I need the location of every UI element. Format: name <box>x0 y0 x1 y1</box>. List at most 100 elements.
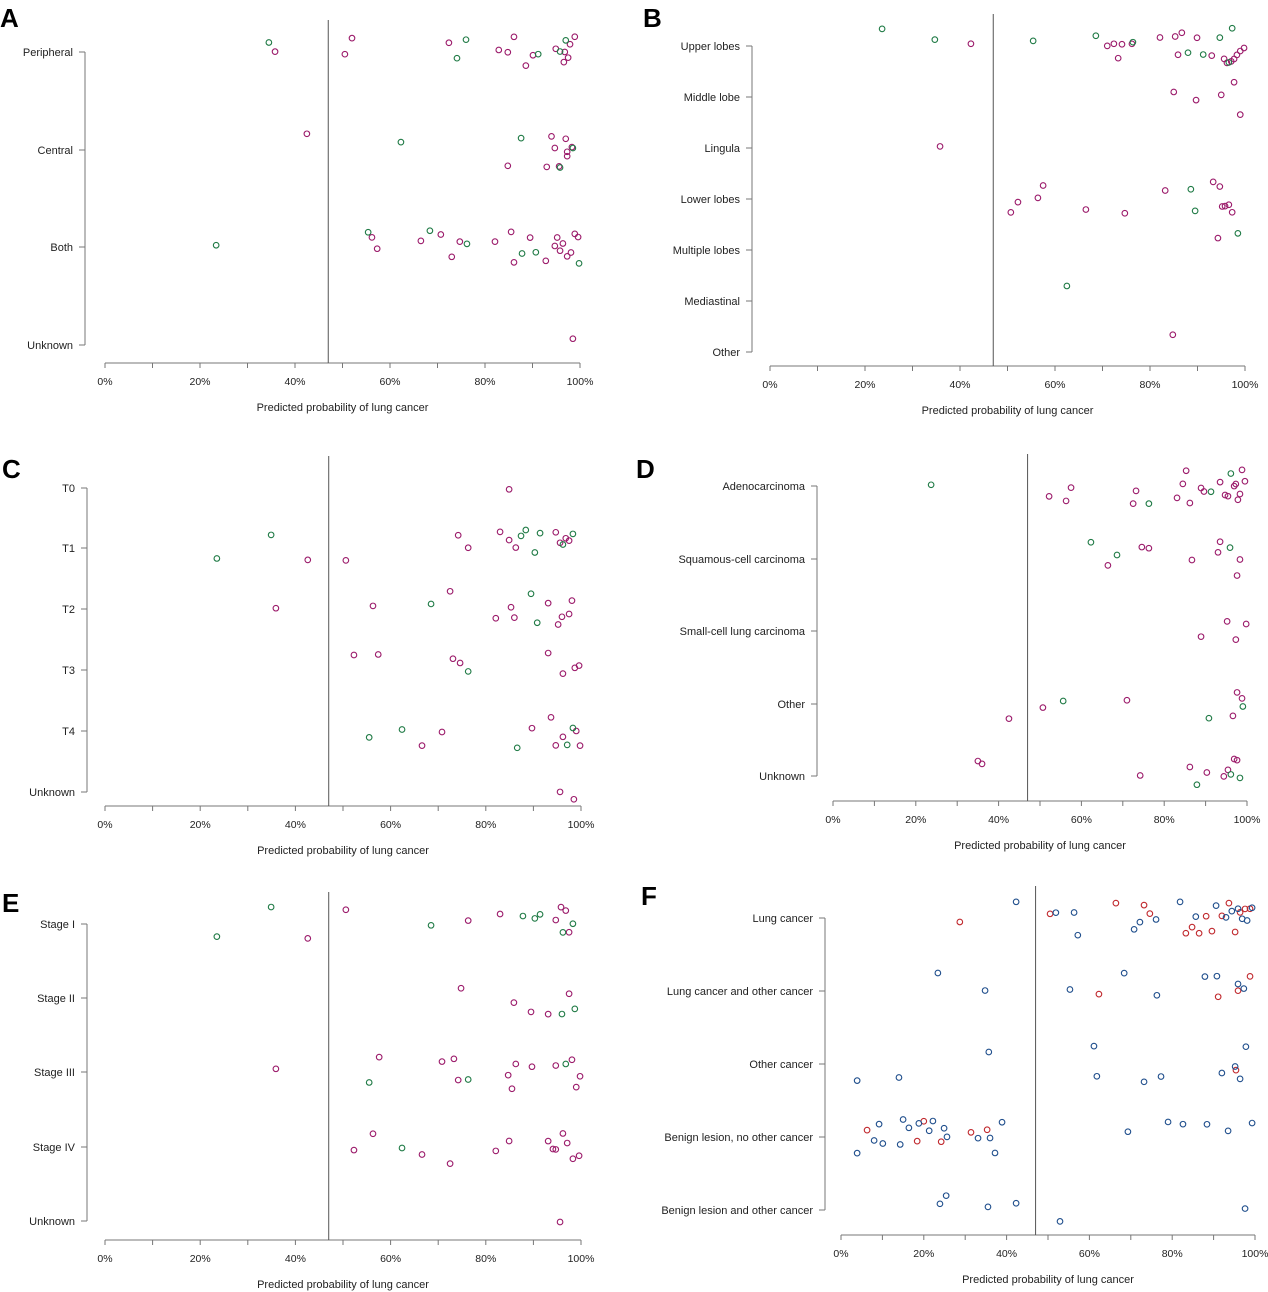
data-point-magenta <box>1216 478 1224 486</box>
data-point-blue <box>1240 985 1248 992</box>
data-point-blue <box>870 1137 878 1144</box>
data-point-magenta <box>526 234 534 241</box>
x-tick-label: 0% <box>97 376 112 388</box>
data-point-red <box>1231 928 1239 936</box>
x-tick-label: 20% <box>190 819 211 831</box>
x-tick-label: 40% <box>996 1248 1017 1260</box>
data-point-blue <box>925 1127 933 1135</box>
data-point-magenta <box>552 1062 560 1069</box>
panel-c: C 0% 20% 40% 60% 80% 100% Predicted probability… <box>2 454 594 857</box>
data-point-magenta <box>1214 548 1222 556</box>
data-point-red <box>863 1126 871 1134</box>
data-point-green <box>513 744 521 752</box>
data-point-green <box>569 724 577 732</box>
data-point-magenta <box>1169 331 1177 339</box>
category-label: Squamous-cell carcinoma <box>678 554 805 566</box>
data-point-green <box>1226 544 1234 551</box>
data-point-magenta <box>568 1056 576 1064</box>
data-point-red <box>967 1128 975 1136</box>
data-point-green <box>453 54 461 62</box>
data-point-red <box>1095 990 1103 998</box>
data-point-magenta <box>1236 490 1244 498</box>
data-point-green <box>364 228 372 236</box>
data-point-magenta <box>1014 198 1022 206</box>
panel-letter: B <box>643 3 662 33</box>
category-label: Lung cancer and other cancer <box>667 986 813 998</box>
x-tick-label: 0% <box>97 1253 112 1265</box>
category-label: Stage I <box>40 919 75 931</box>
data-point-green <box>556 164 564 171</box>
x-tick-label: 60% <box>1044 379 1065 391</box>
data-point-green <box>1239 703 1247 710</box>
data-point-green <box>265 39 273 46</box>
data-point-magenta <box>505 485 513 493</box>
data-point-magenta <box>1118 40 1126 48</box>
data-point-green <box>426 227 434 235</box>
category-label: T1 <box>62 543 75 555</box>
data-point-magenta <box>553 234 561 241</box>
data-point-magenta <box>510 33 518 41</box>
data-point-blue <box>1066 986 1074 993</box>
data-point-blue <box>1213 972 1221 980</box>
data-point-green <box>213 555 221 562</box>
data-point-green <box>462 36 470 44</box>
data-point-blue <box>1248 904 1256 912</box>
data-point-magenta <box>560 58 568 66</box>
data-point-magenta <box>350 651 358 659</box>
data-point-blue <box>1248 1119 1256 1127</box>
data-point-magenta <box>1223 618 1231 625</box>
data-point-red <box>983 1126 991 1134</box>
data-point-blue <box>1052 909 1060 917</box>
data-point-magenta <box>511 614 518 621</box>
data-point-blue <box>1164 1118 1172 1126</box>
data-point-green <box>931 36 939 44</box>
data-point-red <box>1232 1066 1240 1074</box>
x-tick-label: 20% <box>913 1248 934 1260</box>
data-point-magenta <box>495 46 503 54</box>
data-point-blue <box>1136 918 1144 926</box>
data-point-green <box>563 741 571 749</box>
data-point-magenta <box>1229 712 1237 720</box>
data-point-magenta <box>342 906 350 914</box>
data-point-green <box>398 1144 406 1152</box>
x-tick-label: 80% <box>475 819 496 831</box>
data-point-blue <box>1176 898 1184 906</box>
data-point-blue <box>1203 1120 1211 1128</box>
data-point-green <box>1228 24 1236 32</box>
data-point-green <box>569 920 577 928</box>
x-tick-label: 20% <box>190 1253 211 1265</box>
x-tick-label: 100% <box>1232 379 1259 391</box>
data-point-magenta <box>375 1053 383 1061</box>
data-point-magenta <box>1121 209 1129 217</box>
data-point-magenta <box>1238 466 1246 474</box>
panel-f: F 0% 20% 40% 60% 80% 100% Predicted probability… <box>641 881 1268 1286</box>
data-point-blue <box>853 1149 861 1157</box>
category-label: Lingula <box>705 143 741 155</box>
category-label: Benign lesion and other cancer <box>661 1205 813 1217</box>
x-tick-label: 40% <box>949 379 970 391</box>
data-point-magenta <box>559 670 567 677</box>
data-point-magenta <box>1136 772 1144 779</box>
data-point-green <box>1227 771 1235 778</box>
data-point-magenta <box>565 610 573 618</box>
data-point-magenta <box>1179 480 1187 488</box>
data-point-magenta <box>1242 620 1250 628</box>
data-point-green <box>464 1076 472 1083</box>
data-point-magenta <box>1240 44 1248 52</box>
panel-letter: E <box>2 888 19 918</box>
data-point-red <box>1234 987 1242 995</box>
data-point-green <box>517 532 525 540</box>
category-label: Unknown <box>29 787 75 799</box>
data-point-blue <box>1157 1073 1165 1080</box>
data-point-blue <box>1212 902 1220 909</box>
data-point-red <box>1140 901 1148 909</box>
data-point-blue <box>981 987 989 994</box>
data-point-magenta <box>529 51 537 59</box>
data-point-magenta <box>418 1151 426 1158</box>
panel-letter: F <box>641 881 657 911</box>
data-point-magenta <box>563 152 571 160</box>
x-tick-label: 80% <box>1139 379 1160 391</box>
data-point-magenta <box>510 258 518 266</box>
data-point-green <box>532 248 540 256</box>
